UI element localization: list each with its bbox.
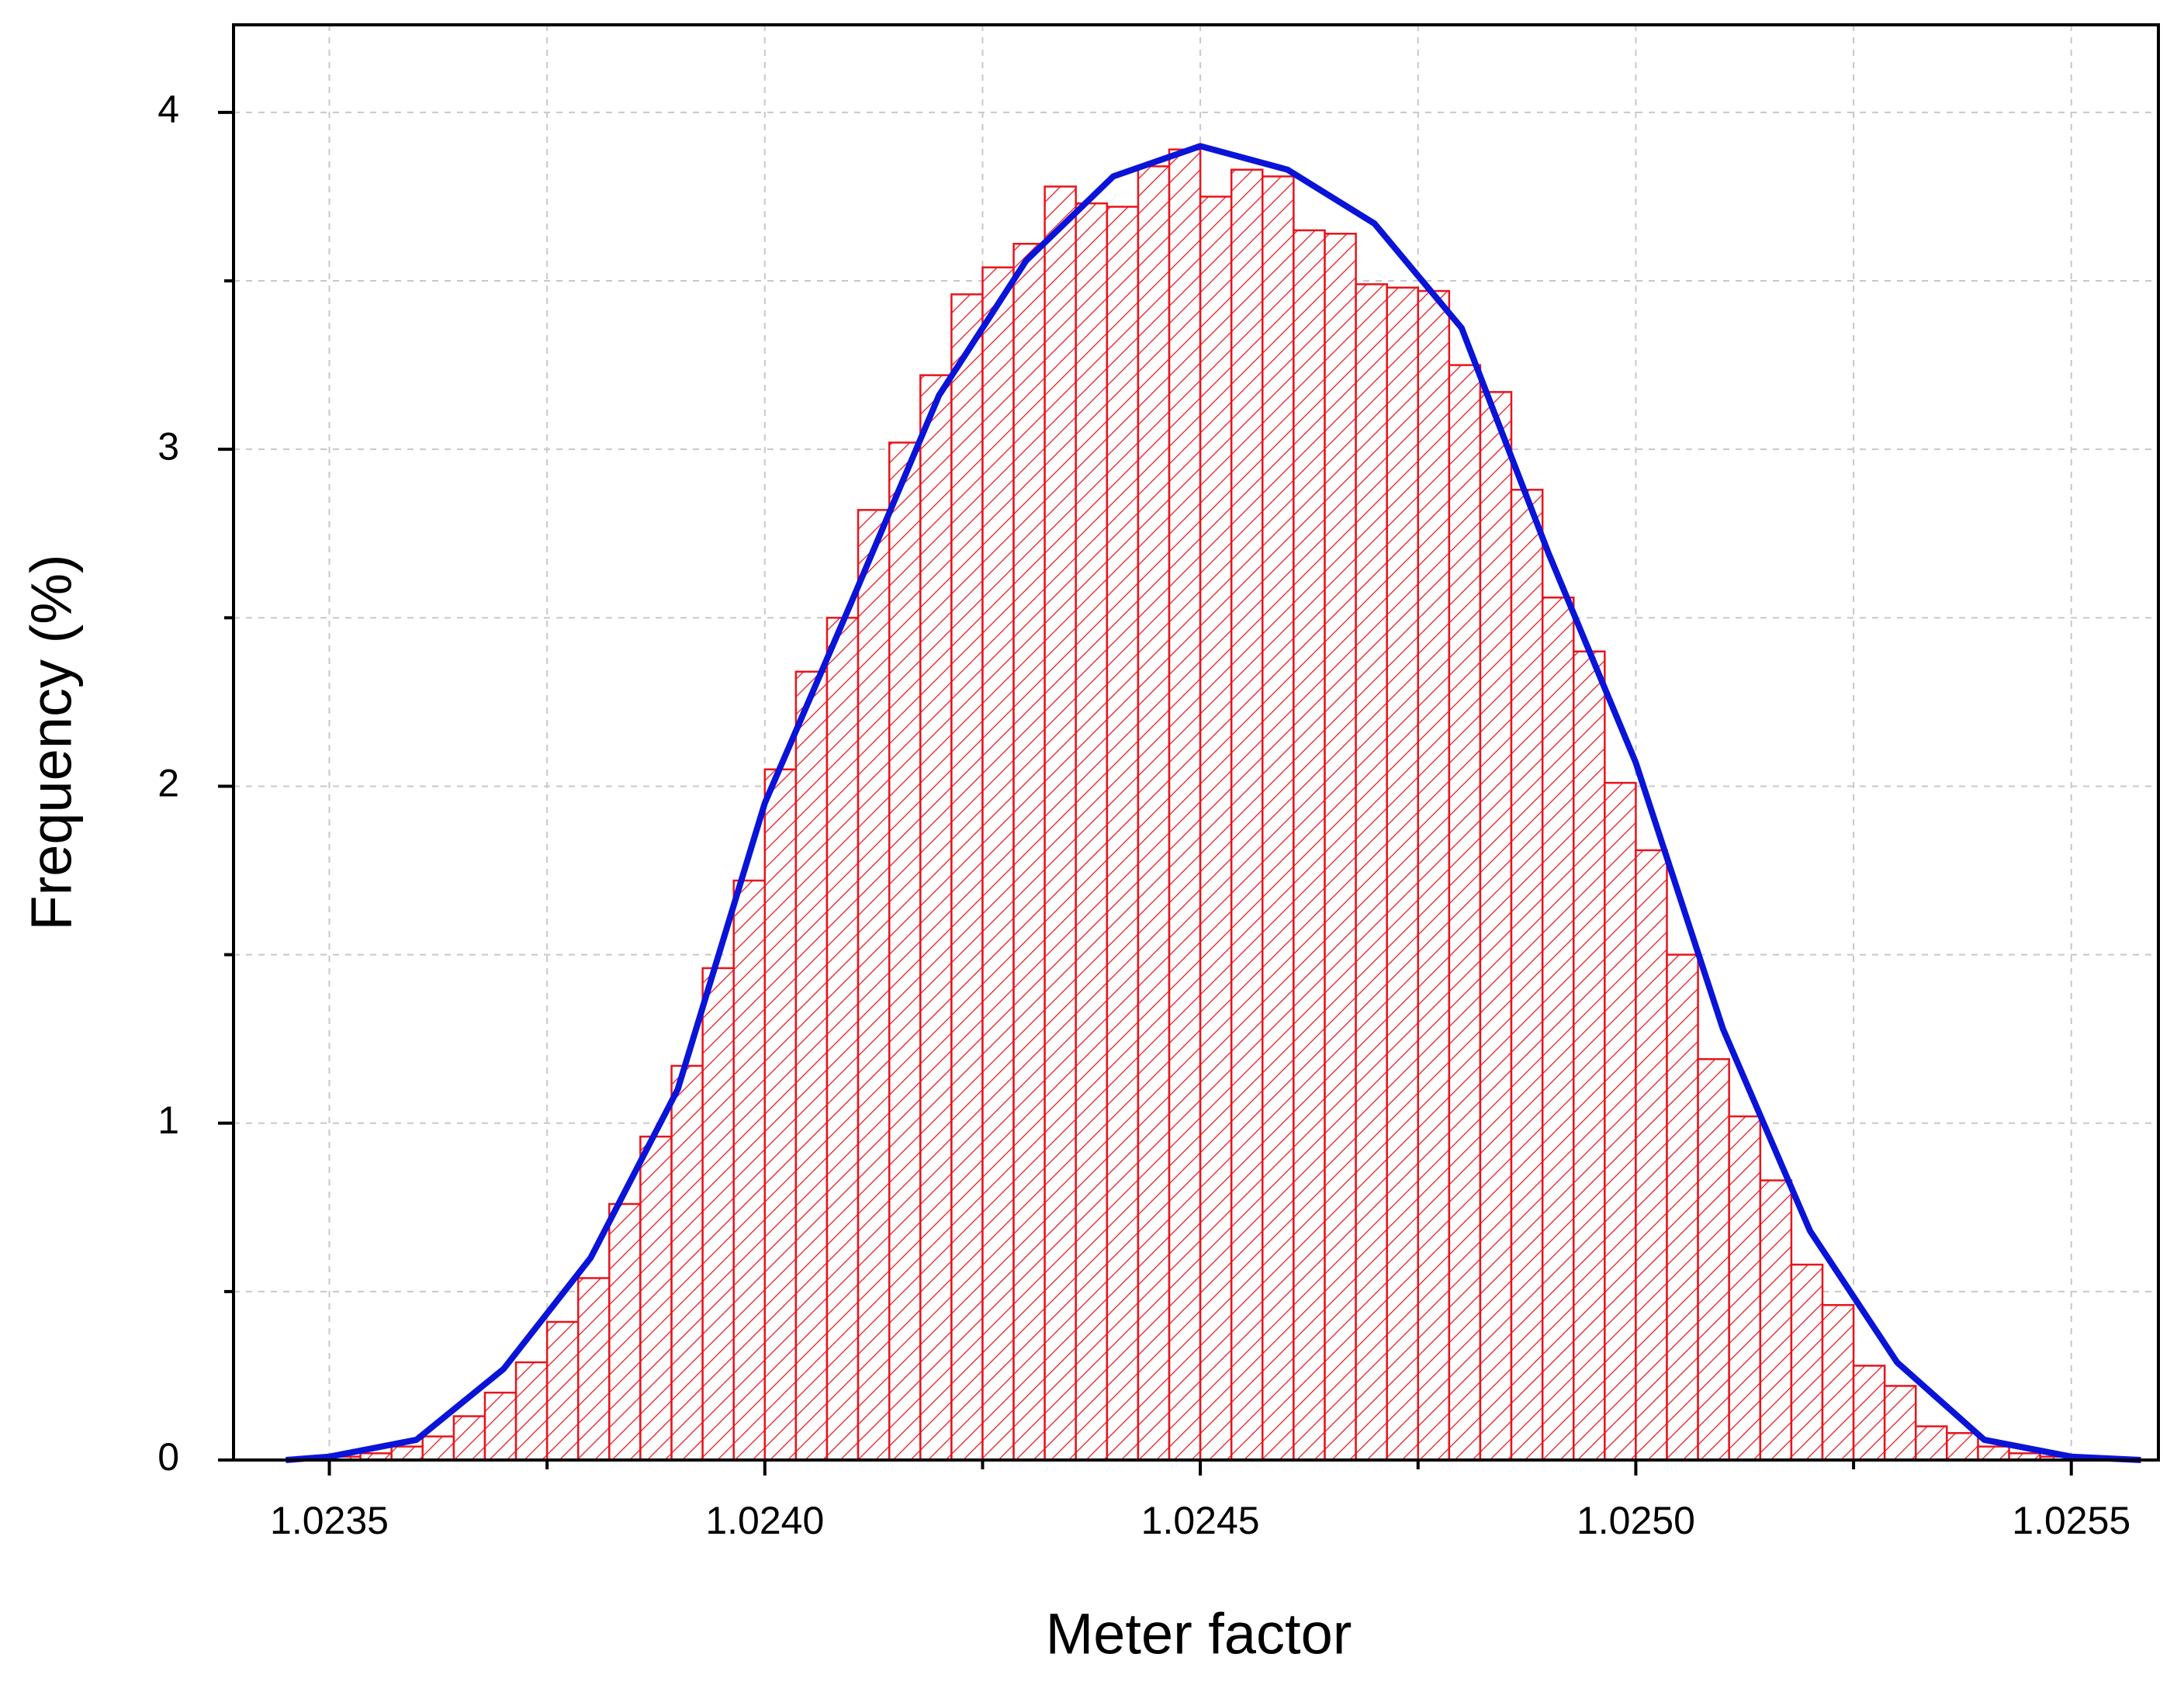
bar [483,1391,517,1462]
bar [1821,1303,1855,1462]
bar [1883,1385,1917,1462]
bar [1448,364,1482,1462]
bar [919,374,953,1462]
y-tick-label: 3 [157,424,179,468]
bar [1697,1057,1730,1462]
bar [1075,202,1109,1462]
bar [452,1415,486,1462]
y-tick-label: 2 [157,762,179,805]
bar [608,1202,642,1462]
bar [950,293,984,1462]
bar [794,670,829,1462]
bar [1417,289,1451,1462]
bar [1355,283,1388,1462]
bar [981,266,1015,1462]
fit-curve [286,143,2141,1463]
bar [390,1445,424,1462]
x-tick-label: 1.0235 [270,1499,389,1542]
x-tick-label: 1.0255 [2012,1499,2130,1542]
bar [1293,229,1326,1462]
y-tick-label: 0 [157,1435,179,1479]
x-axis-title: Meter factor [1046,1602,1352,1666]
bar [1168,148,1202,1462]
bar [1199,195,1233,1462]
bar [1106,206,1140,1462]
bar [1914,1425,1948,1462]
bar [1852,1365,1886,1462]
plot-frame [232,23,2160,1462]
bar [1790,1263,1824,1462]
bar [1230,168,1264,1462]
bar [421,1435,455,1462]
y-tick-label: 1 [157,1099,179,1142]
bar [857,509,891,1462]
bar [1137,165,1171,1462]
bar [1012,243,1046,1462]
bar [514,1361,549,1462]
x-tick-label: 1.0240 [705,1499,824,1542]
bar [1541,597,1575,1462]
bar [670,1064,704,1462]
bar [1946,1432,1979,1462]
bar [1759,1179,1793,1462]
x-tick-label: 1.0250 [1577,1499,1695,1542]
bar [1479,391,1513,1462]
bar [576,1277,611,1462]
y-tick-label: 4 [157,88,179,131]
bar [701,967,735,1462]
bar [1635,849,1668,1462]
bar [1386,286,1420,1462]
bar [1324,232,1357,1462]
x-tick-label: 1.0245 [1141,1499,1260,1542]
bar [763,768,798,1462]
bar [1510,489,1544,1462]
bar [1977,1445,2010,1462]
bar [1044,185,1077,1462]
bar [1728,1115,1762,1462]
y-axis-title: Frequency (%) [19,554,84,930]
bar [1573,650,1606,1462]
bar [1604,781,1637,1462]
bar [1666,953,1699,1462]
bar [825,617,860,1462]
bar [1262,175,1295,1462]
bar [888,441,922,1462]
bar [545,1320,580,1462]
bar [639,1135,673,1462]
bar [732,879,767,1462]
